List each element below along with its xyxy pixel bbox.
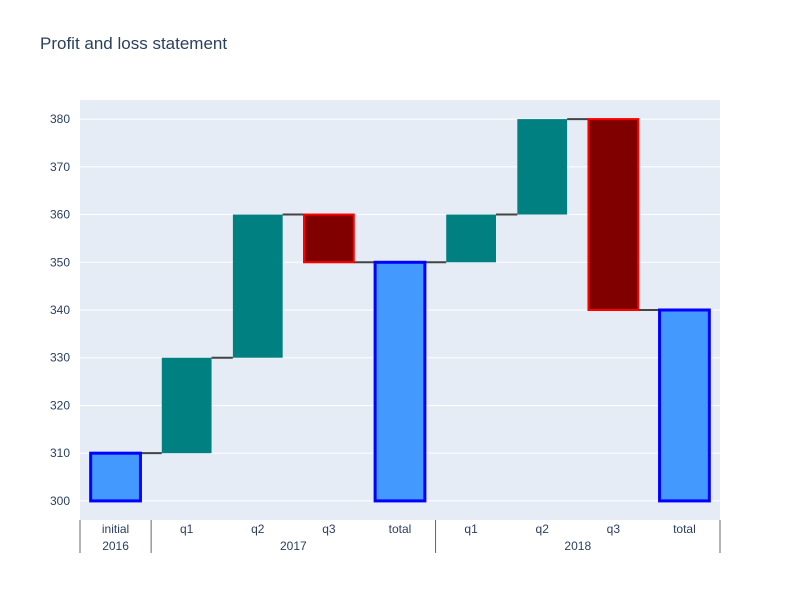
x-tick-label: q2 bbox=[251, 522, 265, 536]
x-axis: initial q1 q2 q3 total q1 q2 q3 total 2016 2017 201… bbox=[79, 520, 721, 553]
y-tick-label: 310 bbox=[50, 446, 70, 460]
y-tick-label: 320 bbox=[50, 398, 70, 412]
x-tick-label: initial bbox=[102, 522, 129, 536]
y-tick-label: 300 bbox=[50, 494, 70, 508]
x-tick-label: q3 bbox=[607, 522, 621, 536]
x-tick-label: total bbox=[389, 522, 412, 536]
bar-q3-7 bbox=[587, 118, 640, 311]
x-tick-label: q1 bbox=[464, 522, 478, 536]
bar-total-4 bbox=[373, 260, 427, 503]
bar-q1-5 bbox=[446, 214, 496, 263]
chart-title: Profit and loss statement bbox=[40, 34, 228, 53]
bar-q3-3 bbox=[303, 213, 355, 264]
bar-q1-1 bbox=[161, 357, 212, 454]
connectors bbox=[140, 118, 660, 455]
y-tick-label: 370 bbox=[50, 160, 70, 174]
y-tick-label: 350 bbox=[50, 255, 70, 269]
bar-initial-0 bbox=[89, 451, 142, 503]
bars bbox=[89, 118, 711, 503]
bar-q2-6 bbox=[517, 119, 568, 215]
y-tick-label: 340 bbox=[50, 303, 70, 317]
bar-total-8 bbox=[658, 308, 711, 503]
x-tick-label: total bbox=[673, 522, 696, 536]
x-tick-label: q3 bbox=[322, 522, 336, 536]
x-group-label: 2016 bbox=[102, 539, 129, 553]
x-group-label: 2018 bbox=[564, 539, 591, 553]
x-tick-label: q2 bbox=[536, 522, 550, 536]
y-axis-ticks: 300 310 320 330 340 350 360 370 380 bbox=[50, 112, 70, 508]
y-tick-label: 360 bbox=[50, 208, 70, 222]
x-tick-label: q1 bbox=[180, 522, 194, 536]
bar-q2-2 bbox=[232, 214, 283, 358]
y-tick-label: 330 bbox=[50, 351, 70, 365]
x-group-label: 2017 bbox=[280, 539, 307, 553]
y-tick-label: 380 bbox=[50, 112, 70, 126]
